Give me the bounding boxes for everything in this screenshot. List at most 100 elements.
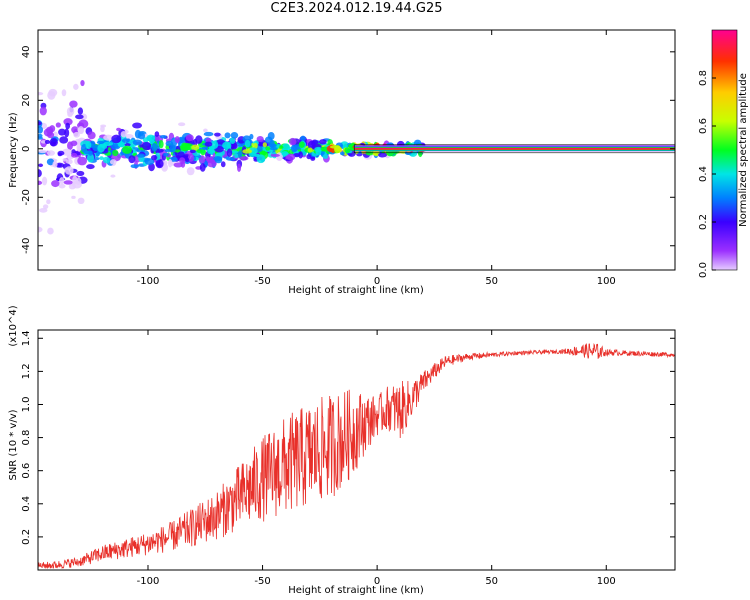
spectrogram-cell [344,147,351,154]
spectrogram-cell [205,137,212,143]
spectrogram-cell [177,151,185,158]
spectrogram-cell [111,134,122,144]
spectrogram-cell [38,91,44,96]
spectrogram-cell [122,145,133,154]
spectrogram-cell [230,142,238,150]
spectrogram-cell [213,155,223,162]
spectrogram-cell [75,114,84,120]
spectrogram-xtick-label: 50 [485,276,498,287]
spectrogram-cell [73,131,80,138]
spectrogram-cell [285,155,291,160]
spectrogram-cell [144,158,155,166]
spectrogram-tone-band [354,148,675,150]
spectrogram-cell [38,121,42,126]
spectrogram-cell [73,83,79,90]
spectrogram-cell [72,175,78,185]
snr-ytick-label: 0.6 [21,463,32,479]
snr-axes: -100 -50 0 50 100 0.2 0.4 0.6 0.8 1.0 1.2 1.4 [21,330,675,587]
spectrogram-cell [220,161,226,168]
spectrogram-cell [51,180,60,188]
spectrogram-cell [270,153,280,157]
spectrogram-cell [88,150,93,156]
spectrogram-cell [103,134,114,141]
spectrogram-cell [189,149,196,154]
spectrogram-cell [278,145,284,149]
spectrogram-plot: -100 -50 0 50 100 -40 -20 0 20 40 Height of strai… [8,29,676,296]
spectrogram-cell [253,142,258,149]
snr-xtick-label: -50 [254,576,270,587]
spectrogram-cell [155,159,164,169]
spectrogram-cell [109,159,117,165]
spectrogram-ytick-label: -40 [21,238,32,254]
spectrogram-cell [65,159,73,165]
spectrogram-cell [71,126,79,134]
spectrogram-cell [234,153,239,159]
spectrogram-cell [63,118,73,126]
spectrogram-ytick-label: 0 [21,146,32,152]
spectrogram-cell [76,170,85,177]
spectrogram-cell [96,140,105,145]
spectrogram-cell [222,141,231,149]
colorbar-tick-label: 0.8 [698,70,709,86]
spectrogram-cell [41,176,48,186]
snr-line [38,342,675,570]
spectrogram-axes: -100 -50 0 50 100 -40 -20 0 20 40 [21,30,675,287]
spectrogram-cell [47,227,54,235]
spectrogram-cell [71,152,78,158]
spectrogram-cell [86,164,95,170]
spectrogram-cell [149,139,155,145]
spectrogram-cell [290,144,298,153]
spectrogram-ytick-label: 40 [21,45,32,58]
spectrogram-cell [199,163,206,172]
spectrogram-cell [112,149,119,157]
colorbar-tick-label: 0.6 [698,118,709,134]
spectrogram-xtick-label: 100 [597,276,616,287]
spectrogram-cell [86,153,95,163]
spectrogram-cell [265,146,271,151]
spectrogram-cell [207,148,215,155]
spectrogram-cell [42,204,49,210]
spectrogram-cell [78,119,89,129]
spectrogram-cell [185,134,194,142]
spectrogram-cell [205,157,214,163]
spectrogram-cell [80,80,85,87]
spectrogram-cell [307,147,313,153]
spectrogram-ytick-label: -20 [21,189,32,205]
spectrogram-cell [137,132,146,140]
spectrogram-xtick-label: -100 [137,276,160,287]
snr-ytick-label: 0.2 [21,529,32,545]
spectrogram-cell [314,146,323,153]
spectrogram-cell [46,199,51,205]
snr-plot: -100 -50 0 50 100 0.2 0.4 0.6 0.8 1.0 1.2 1.4 Heigh… [8,305,676,596]
spectrogram-cell [163,152,169,157]
spectrogram-ylabel: Frequency (Hz) [8,112,19,188]
snr-frame [37,329,676,571]
spectrogram-cell [237,163,242,172]
snr-xtick-label: 50 [485,576,498,587]
spectrogram-cell [333,145,342,154]
spectrogram-cell [52,160,58,168]
spectrogram-cell [244,139,251,148]
spectrogram-cell [71,195,76,200]
spectrogram-frame [37,29,676,271]
spectrogram-cell [178,122,186,127]
spectrogram-cell [180,160,186,168]
spectrogram-cell [174,136,180,144]
spectrogram-cell [306,154,312,160]
spectrogram-cell [339,151,345,156]
spectrogram-cell [154,131,160,137]
snr-ytick-label: 0.4 [21,496,32,512]
spectrogram-cell [288,137,297,146]
figure-title-text: C2E3.2024.012.19.44.G25 [270,1,443,16]
spectrogram-cell [281,151,289,157]
spectrogram-cell [46,150,56,156]
spectrogram-ytick-label: 20 [21,94,32,107]
spectrogram-cell [229,137,236,144]
spectrogram-cell [102,156,111,164]
spectrogram-cell [110,174,116,178]
spectrogram-cell [99,156,104,161]
spectrogram-tone-outline [353,144,675,154]
spectrogram-cell [57,163,62,167]
spectrogram-cell [200,148,206,156]
spectrogram-xtick-label: 0 [374,276,380,287]
